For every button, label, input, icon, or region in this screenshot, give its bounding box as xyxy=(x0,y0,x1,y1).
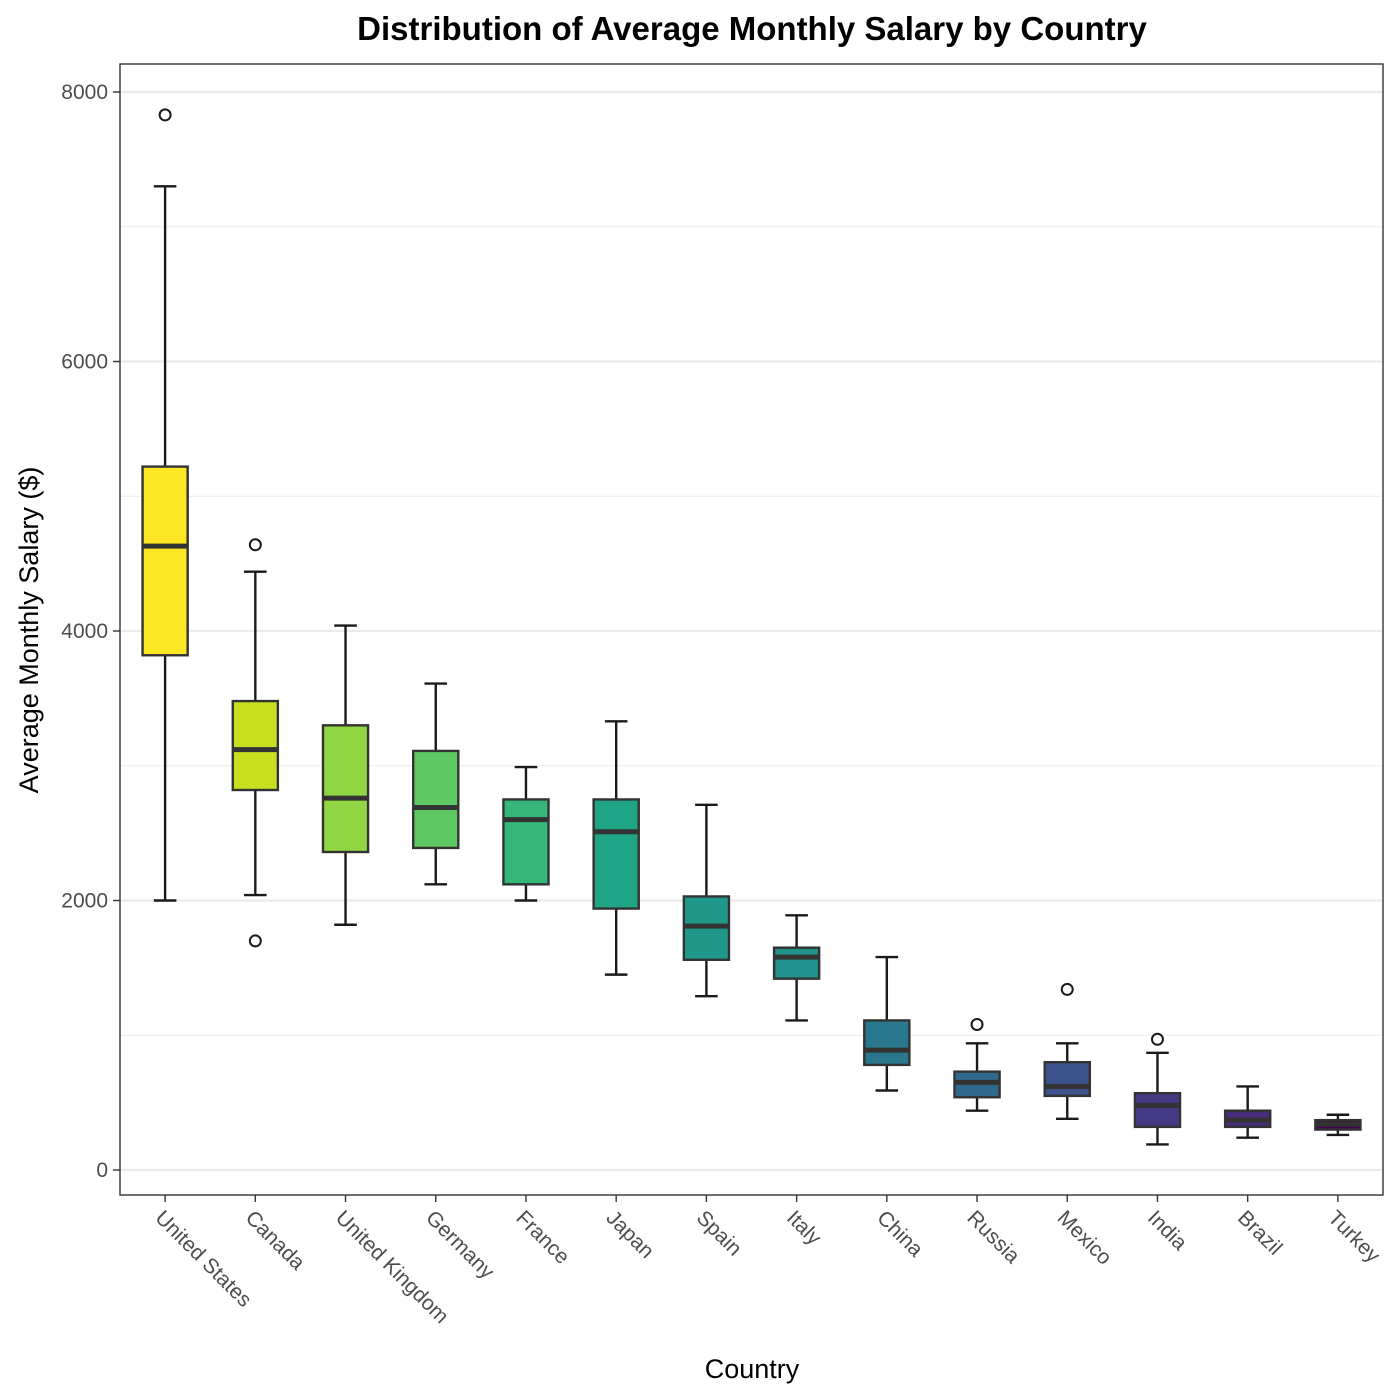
iqr-box xyxy=(592,798,640,910)
x-tick-label: India xyxy=(1143,1206,1192,1255)
chart-title: Distribution of Average Monthly Salary b… xyxy=(357,10,1147,47)
outlier-point xyxy=(970,1017,984,1031)
box-france xyxy=(502,765,550,902)
x-tick-label: Germany xyxy=(421,1206,499,1284)
iqr-box xyxy=(502,798,550,886)
x-tick-label: Russia xyxy=(963,1206,1025,1268)
box-italy xyxy=(772,914,821,1022)
x-tick-label: Italy xyxy=(782,1206,826,1250)
x-tick-label: Turkey xyxy=(1323,1206,1384,1267)
box-india xyxy=(1133,1032,1182,1146)
x-tick-label: United States xyxy=(151,1206,256,1311)
iqr-box xyxy=(231,699,280,792)
y-axis-title: Average Monthly Salary ($) xyxy=(14,467,44,794)
box-china xyxy=(863,955,911,1092)
box-turkey xyxy=(1314,1113,1362,1137)
y-tick-label: 2000 xyxy=(61,890,108,913)
iqr-box xyxy=(772,946,821,980)
outlier-point xyxy=(1060,982,1074,996)
y-tick-label: 6000 xyxy=(61,351,108,374)
box-russia xyxy=(953,1017,1001,1112)
plot-panel-border xyxy=(119,63,1384,1196)
iqr-box xyxy=(411,749,460,850)
iqr-box xyxy=(141,465,189,657)
grid-lines xyxy=(120,90,1383,1172)
y-tick-label: 4000 xyxy=(61,620,108,643)
box-germany xyxy=(411,682,460,886)
box-united-states xyxy=(141,108,189,902)
outlier-point xyxy=(248,934,262,948)
box-united-kingdom xyxy=(321,624,370,926)
iqr-box xyxy=(1133,1091,1182,1129)
box-japan xyxy=(592,720,640,976)
y-tick-label: 8000 xyxy=(61,81,108,104)
outlier-point xyxy=(1150,1032,1164,1046)
x-tick-label: Brazil xyxy=(1233,1206,1286,1259)
x-tick-label: Spain xyxy=(692,1206,746,1260)
box-mexico xyxy=(1043,982,1092,1120)
box-series xyxy=(141,108,1362,1146)
box-spain xyxy=(682,803,731,998)
x-tick-label: France xyxy=(511,1206,573,1268)
x-axis-title: Country xyxy=(705,1354,800,1384)
iqr-box xyxy=(863,1019,911,1067)
x-tick-label: Mexico xyxy=(1053,1206,1116,1269)
y-axis: 0 2000 4000 6000 8000 xyxy=(61,81,120,1182)
iqr-box xyxy=(321,724,370,854)
y-tick-label: 0 xyxy=(96,1159,108,1182)
x-tick-label: China xyxy=(872,1206,927,1261)
x-tick-label: Canada xyxy=(241,1206,310,1275)
box-canada xyxy=(231,538,280,948)
iqr-box xyxy=(1043,1060,1092,1098)
outlier-point xyxy=(158,108,172,122)
box-brazil xyxy=(1223,1085,1272,1139)
x-tick-label: Japan xyxy=(602,1206,659,1263)
outlier-point xyxy=(248,538,262,552)
